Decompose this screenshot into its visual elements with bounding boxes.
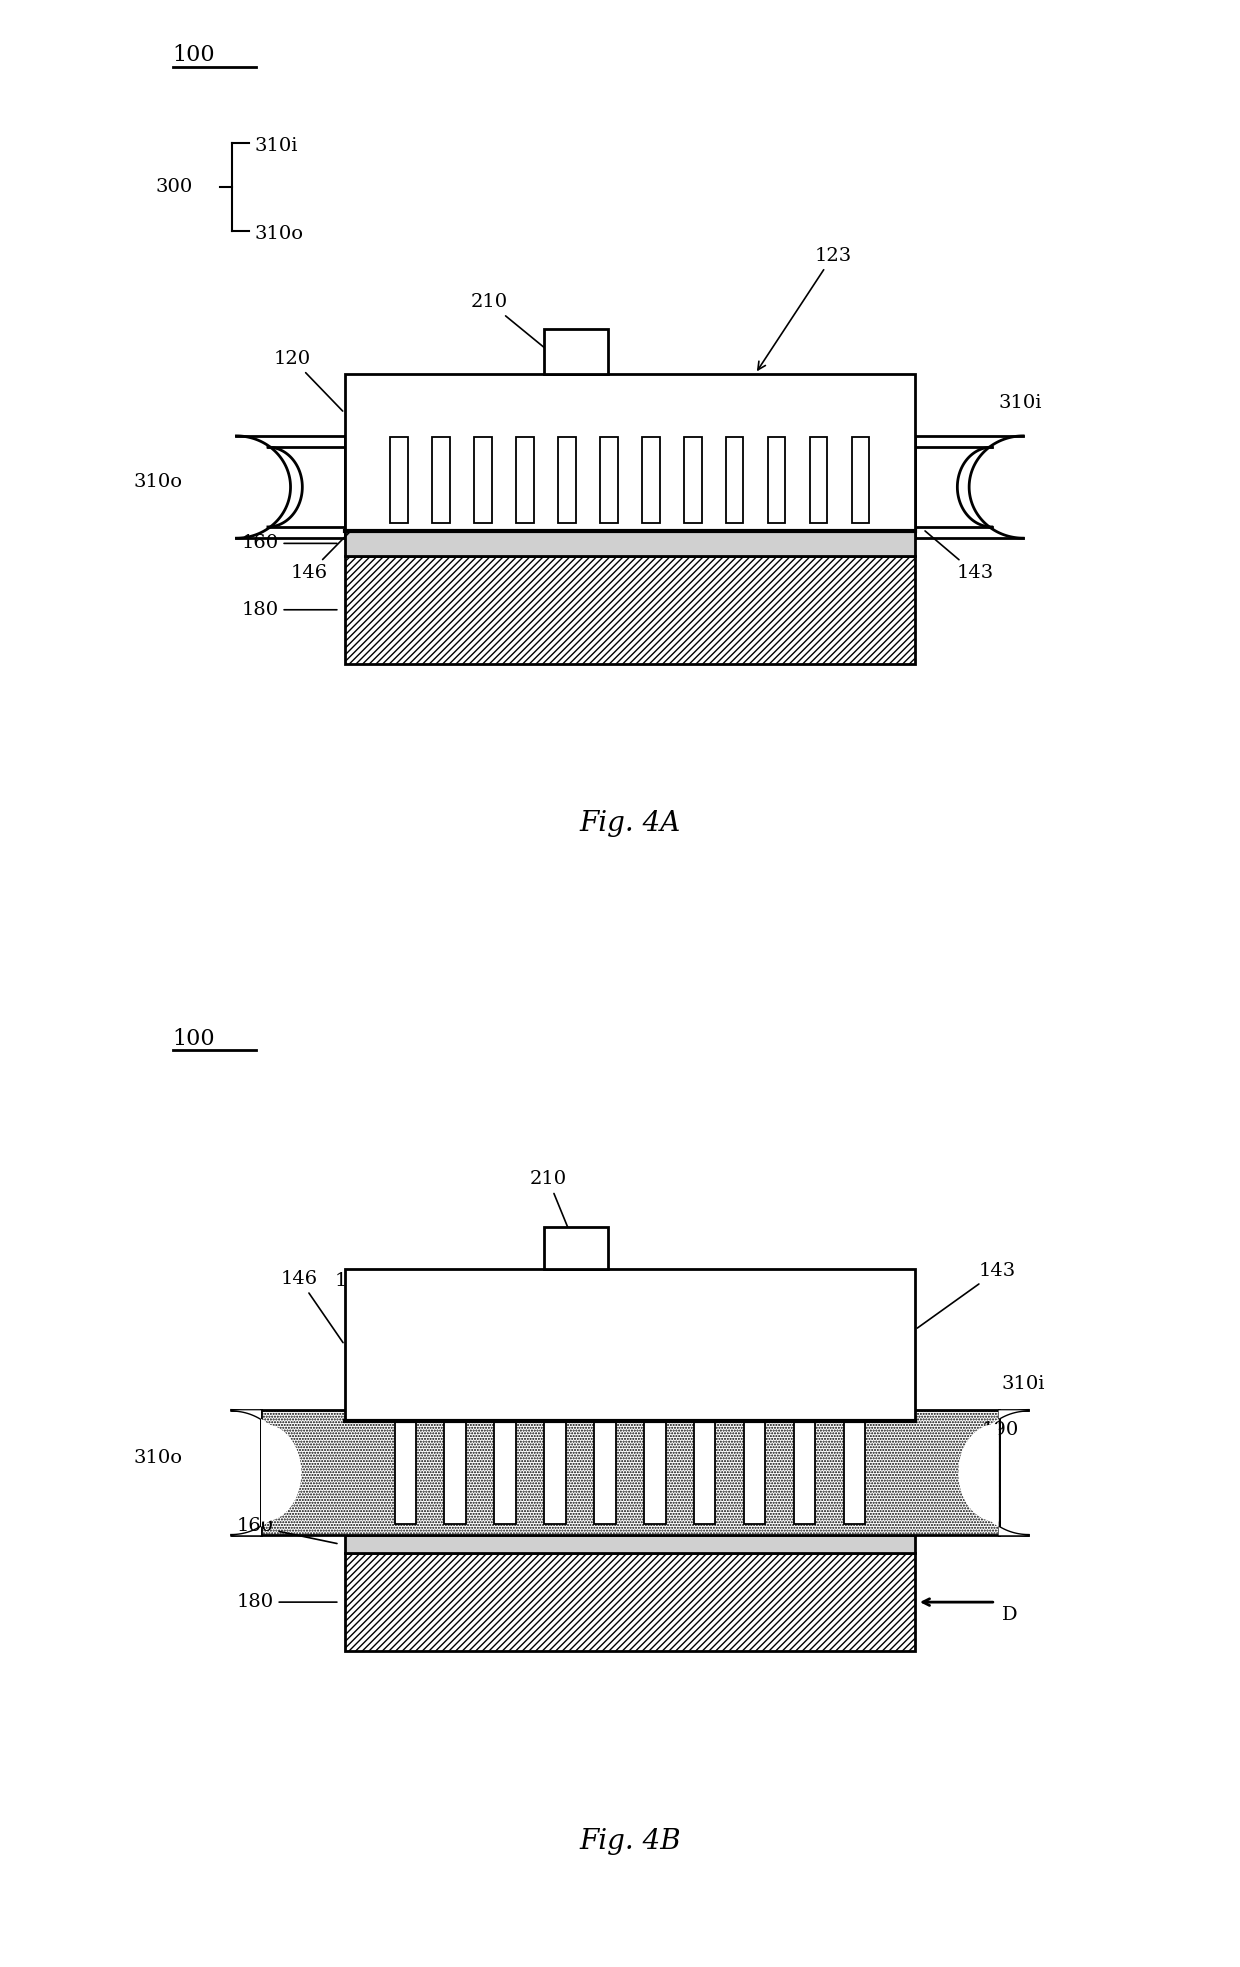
Bar: [544, 1420, 565, 1524]
Bar: [852, 437, 869, 523]
Bar: [600, 437, 618, 523]
Bar: [394, 1420, 417, 1524]
Bar: [262, 1410, 998, 1534]
Bar: [345, 374, 915, 531]
Bar: [594, 1420, 616, 1524]
Bar: [768, 437, 785, 523]
Text: 146: 146: [280, 1271, 343, 1343]
Text: 160: 160: [237, 1517, 337, 1544]
Bar: [725, 437, 744, 523]
Bar: [345, 1534, 915, 1554]
Bar: [516, 437, 534, 523]
Bar: [345, 1269, 915, 1420]
Text: 310o: 310o: [133, 474, 182, 492]
Bar: [794, 1420, 815, 1524]
Text: 120: 120: [335, 1273, 372, 1334]
Text: 180: 180: [242, 600, 337, 620]
Text: 180: 180: [237, 1593, 337, 1611]
Bar: [433, 437, 450, 523]
Bar: [544, 330, 608, 374]
Text: Fig. 4B: Fig. 4B: [579, 1827, 681, 1855]
Bar: [644, 1420, 666, 1524]
Text: 210: 210: [470, 293, 547, 350]
Bar: [843, 1420, 866, 1524]
Polygon shape: [959, 1424, 998, 1522]
Bar: [810, 437, 827, 523]
Text: 149: 149: [611, 395, 649, 415]
Text: 143: 143: [925, 531, 993, 582]
Text: 310i: 310i: [254, 136, 298, 155]
Bar: [694, 1420, 715, 1524]
Bar: [345, 557, 915, 665]
Bar: [444, 1420, 466, 1524]
Text: 146: 146: [290, 531, 351, 582]
Text: 310o: 310o: [133, 1450, 182, 1467]
Text: 149: 149: [611, 1302, 649, 1320]
Text: 300: 300: [156, 177, 193, 197]
Bar: [558, 437, 575, 523]
Text: 100: 100: [172, 45, 215, 67]
Text: 310i: 310i: [1002, 1375, 1045, 1393]
Text: 310o: 310o: [254, 224, 303, 244]
Polygon shape: [970, 1410, 1028, 1536]
Bar: [683, 437, 702, 523]
Text: D: D: [1002, 1605, 1017, 1625]
Bar: [544, 1227, 608, 1269]
Bar: [345, 1554, 915, 1652]
Bar: [474, 437, 492, 523]
Bar: [391, 437, 408, 523]
Text: 210: 210: [529, 1170, 575, 1245]
Bar: [642, 437, 660, 523]
Polygon shape: [232, 1410, 290, 1536]
Text: 100: 100: [172, 1027, 215, 1050]
Text: 190: 190: [959, 1422, 1019, 1471]
Text: 143: 143: [918, 1261, 1017, 1328]
Text: 123: 123: [758, 246, 852, 370]
Text: Fig. 4A: Fig. 4A: [579, 810, 681, 838]
Bar: [495, 1420, 516, 1524]
Text: 120: 120: [274, 350, 342, 411]
Text: 310i: 310i: [998, 393, 1042, 413]
Bar: [345, 531, 915, 557]
Polygon shape: [262, 1424, 301, 1522]
Text: 160: 160: [242, 535, 337, 553]
Bar: [744, 1420, 765, 1524]
